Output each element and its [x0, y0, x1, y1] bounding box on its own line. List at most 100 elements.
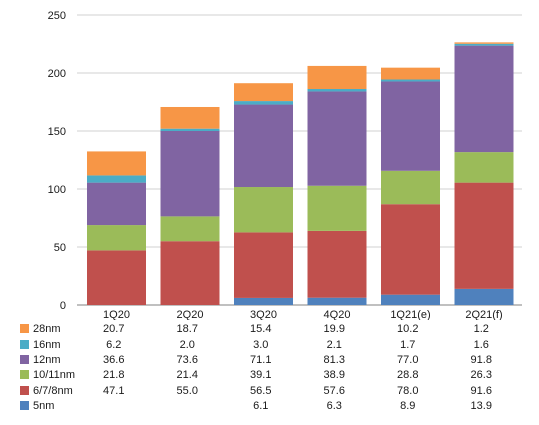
bar-segment: [454, 45, 514, 153]
bar-segment: [160, 216, 220, 242]
table-row: 5nm 6.1 6.3 8.9 13.9: [18, 399, 518, 414]
x-tick-label: 1Q20: [103, 309, 130, 320]
table-row: 10/11nm 21.8 21.4 39.1 38.9 28.8 26.3: [18, 368, 518, 383]
bars: [87, 42, 514, 305]
bar-segment: [160, 106, 220, 129]
bar-segment: [381, 294, 440, 305]
legend-entry: 12nm: [18, 353, 77, 368]
table-cell: 18.7: [176, 323, 198, 336]
bar-segment: [87, 225, 146, 251]
table-cell: 26.3: [470, 369, 492, 382]
x-tick-label: 3Q20: [250, 309, 277, 320]
stacked-bar-chart: 0 50 100 150 200 250 1Q20 2Q20 3Q20 4Q20 1Q21(e) 2…: [48, 10, 522, 320]
bar-segment: [454, 182, 514, 289]
table-cell: 39.1: [250, 369, 272, 382]
legend-entry: 16nm: [18, 337, 77, 352]
table-row: 6/7/8nm 47.1 55.0 56.5 57.6 78.0 91.6: [18, 384, 518, 399]
bar-segment: [87, 151, 146, 176]
series-name: 12nm: [33, 353, 61, 366]
table-cell: 13.9: [470, 400, 492, 413]
table-cell: 8.9: [400, 400, 416, 413]
legend-swatch: [20, 385, 29, 395]
bar-segment: [307, 230, 367, 298]
table-cell: 20.7: [103, 323, 125, 336]
x-tick-label: 1Q21(e): [390, 309, 430, 320]
bar-segment: [234, 232, 293, 298]
legend-entry: 6/7/8nm: [18, 384, 77, 399]
table-cell: 1.2: [473, 323, 489, 336]
table-row: 12nm 36.6 73.6 71.1 81.3 77.0 91.8: [18, 353, 518, 368]
table-cell: 81.3: [323, 353, 345, 366]
series-name: 28nm: [33, 323, 61, 336]
table-cell: 2.0: [179, 338, 195, 351]
table-row: 16nm 6.2 2.0 3.0 2.1 1.7 1.6: [18, 337, 518, 352]
table-cell: 77.0: [397, 353, 419, 366]
table-row: 28nm 20.7 18.7 15.4 19.9 10.2 1.2: [18, 322, 518, 337]
bar-segment: [234, 104, 293, 188]
table-cell: 19.9: [323, 323, 345, 336]
bar-segment: [454, 42, 514, 44]
y-tick-label: 250: [48, 10, 66, 22]
bar-segment: [234, 101, 293, 105]
bar-segment: [234, 83, 293, 102]
table-cell: 6.3: [326, 400, 342, 413]
legend-swatch: [20, 339, 29, 349]
y-tick-label: 100: [48, 184, 66, 196]
x-tick-label: 2Q21(f): [465, 309, 502, 320]
table-cell: 78.0: [397, 384, 419, 397]
y-axis-ticks: 0 50 100 150 200 250: [48, 10, 66, 312]
x-axis-ticks: 1Q20 2Q20 3Q20 4Q20 1Q21(e) 2Q21(f): [103, 309, 503, 320]
table-cell: 2.1: [326, 338, 342, 351]
legend-entry: 10/11nm: [18, 368, 77, 383]
bar-segment: [234, 187, 293, 233]
x-tick-label: 2Q20: [177, 309, 204, 320]
legend-swatch: [20, 324, 29, 334]
bar-segment: [307, 91, 367, 186]
bar-segment: [307, 185, 367, 231]
table-cell: 21.8: [103, 369, 125, 382]
x-tick-label: 4Q20: [324, 309, 351, 320]
table-cell: 91.8: [470, 353, 492, 366]
y-tick-label: 150: [48, 126, 66, 138]
bar-segment: [87, 182, 146, 226]
bar-segment: [381, 170, 440, 205]
y-tick-label: 50: [54, 242, 66, 254]
table-cell: 3.0: [253, 338, 269, 351]
table-cell: 1.6: [473, 338, 489, 351]
table-cell: 28.8: [397, 369, 419, 382]
bar-segment: [381, 79, 440, 82]
bar-segment: [234, 297, 293, 305]
bar-segment: [454, 288, 514, 305]
bar-segment: [160, 128, 220, 131]
y-tick-label: 200: [48, 68, 66, 80]
table-cell: 6.2: [106, 338, 122, 351]
legend-swatch: [20, 354, 29, 364]
bar-segment: [87, 250, 146, 305]
bar-segment: [307, 89, 367, 92]
table-cell: 71.1: [250, 353, 272, 366]
legend-entry: 28nm: [18, 322, 77, 337]
table-cell: [151, 399, 225, 414]
legend-swatch: [20, 370, 29, 380]
data-table: 28nm 20.7 18.7 15.4 19.9 10.2 1.2 16nm 6.2 2.0 3.0…: [18, 322, 518, 414]
table-cell: 57.6: [323, 384, 345, 397]
bar-segment: [381, 67, 440, 80]
legend-swatch: [20, 401, 29, 411]
series-name: 5nm: [33, 400, 55, 413]
table-cell: 91.6: [470, 384, 492, 397]
table-cell: 56.5: [250, 384, 272, 397]
series-name: 10/11nm: [33, 369, 75, 382]
table-cell: [77, 399, 151, 414]
bar-segment: [454, 152, 514, 183]
legend-entry: 5nm: [18, 399, 77, 414]
series-name: 6/7/8nm: [33, 384, 73, 397]
bar-segment: [381, 81, 440, 171]
table-cell: 38.9: [323, 369, 345, 382]
bar-segment: [381, 204, 440, 295]
bar-segment: [307, 65, 367, 90]
table-cell: 36.6: [103, 353, 125, 366]
table-cell: 73.6: [176, 353, 198, 366]
series-name: 16nm: [33, 338, 61, 351]
table-cell: 10.2: [397, 323, 419, 336]
table-cell: 1.7: [400, 338, 416, 351]
